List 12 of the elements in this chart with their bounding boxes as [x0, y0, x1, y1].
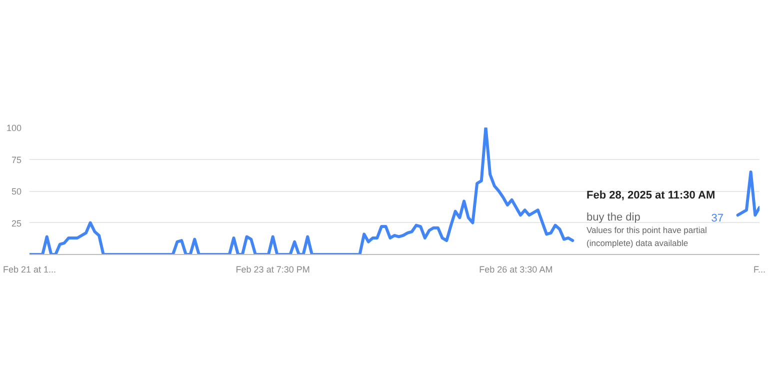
x-tick-label: Feb 21 at 1...	[2, 264, 56, 274]
x-tick-label: Feb 26 at 3:30 AM	[479, 264, 553, 274]
x-tick-label: Feb 23 at 7:30 PM	[236, 264, 310, 274]
annotation: Values for this point have partial (incomplete) data available	[586, 225, 707, 248]
y-tick-label: 100	[6, 123, 22, 133]
y-tick-label: 75	[11, 154, 22, 165]
annotation: Feb 28, 2025 at 11:30 AM	[586, 190, 716, 202]
x-tick-label: F...	[754, 264, 766, 274]
annotation: 37	[711, 212, 724, 224]
y-tick-label: 50	[11, 186, 22, 196]
y-tick-label: 25	[11, 218, 22, 228]
annotation: buy the dip	[586, 212, 640, 224]
